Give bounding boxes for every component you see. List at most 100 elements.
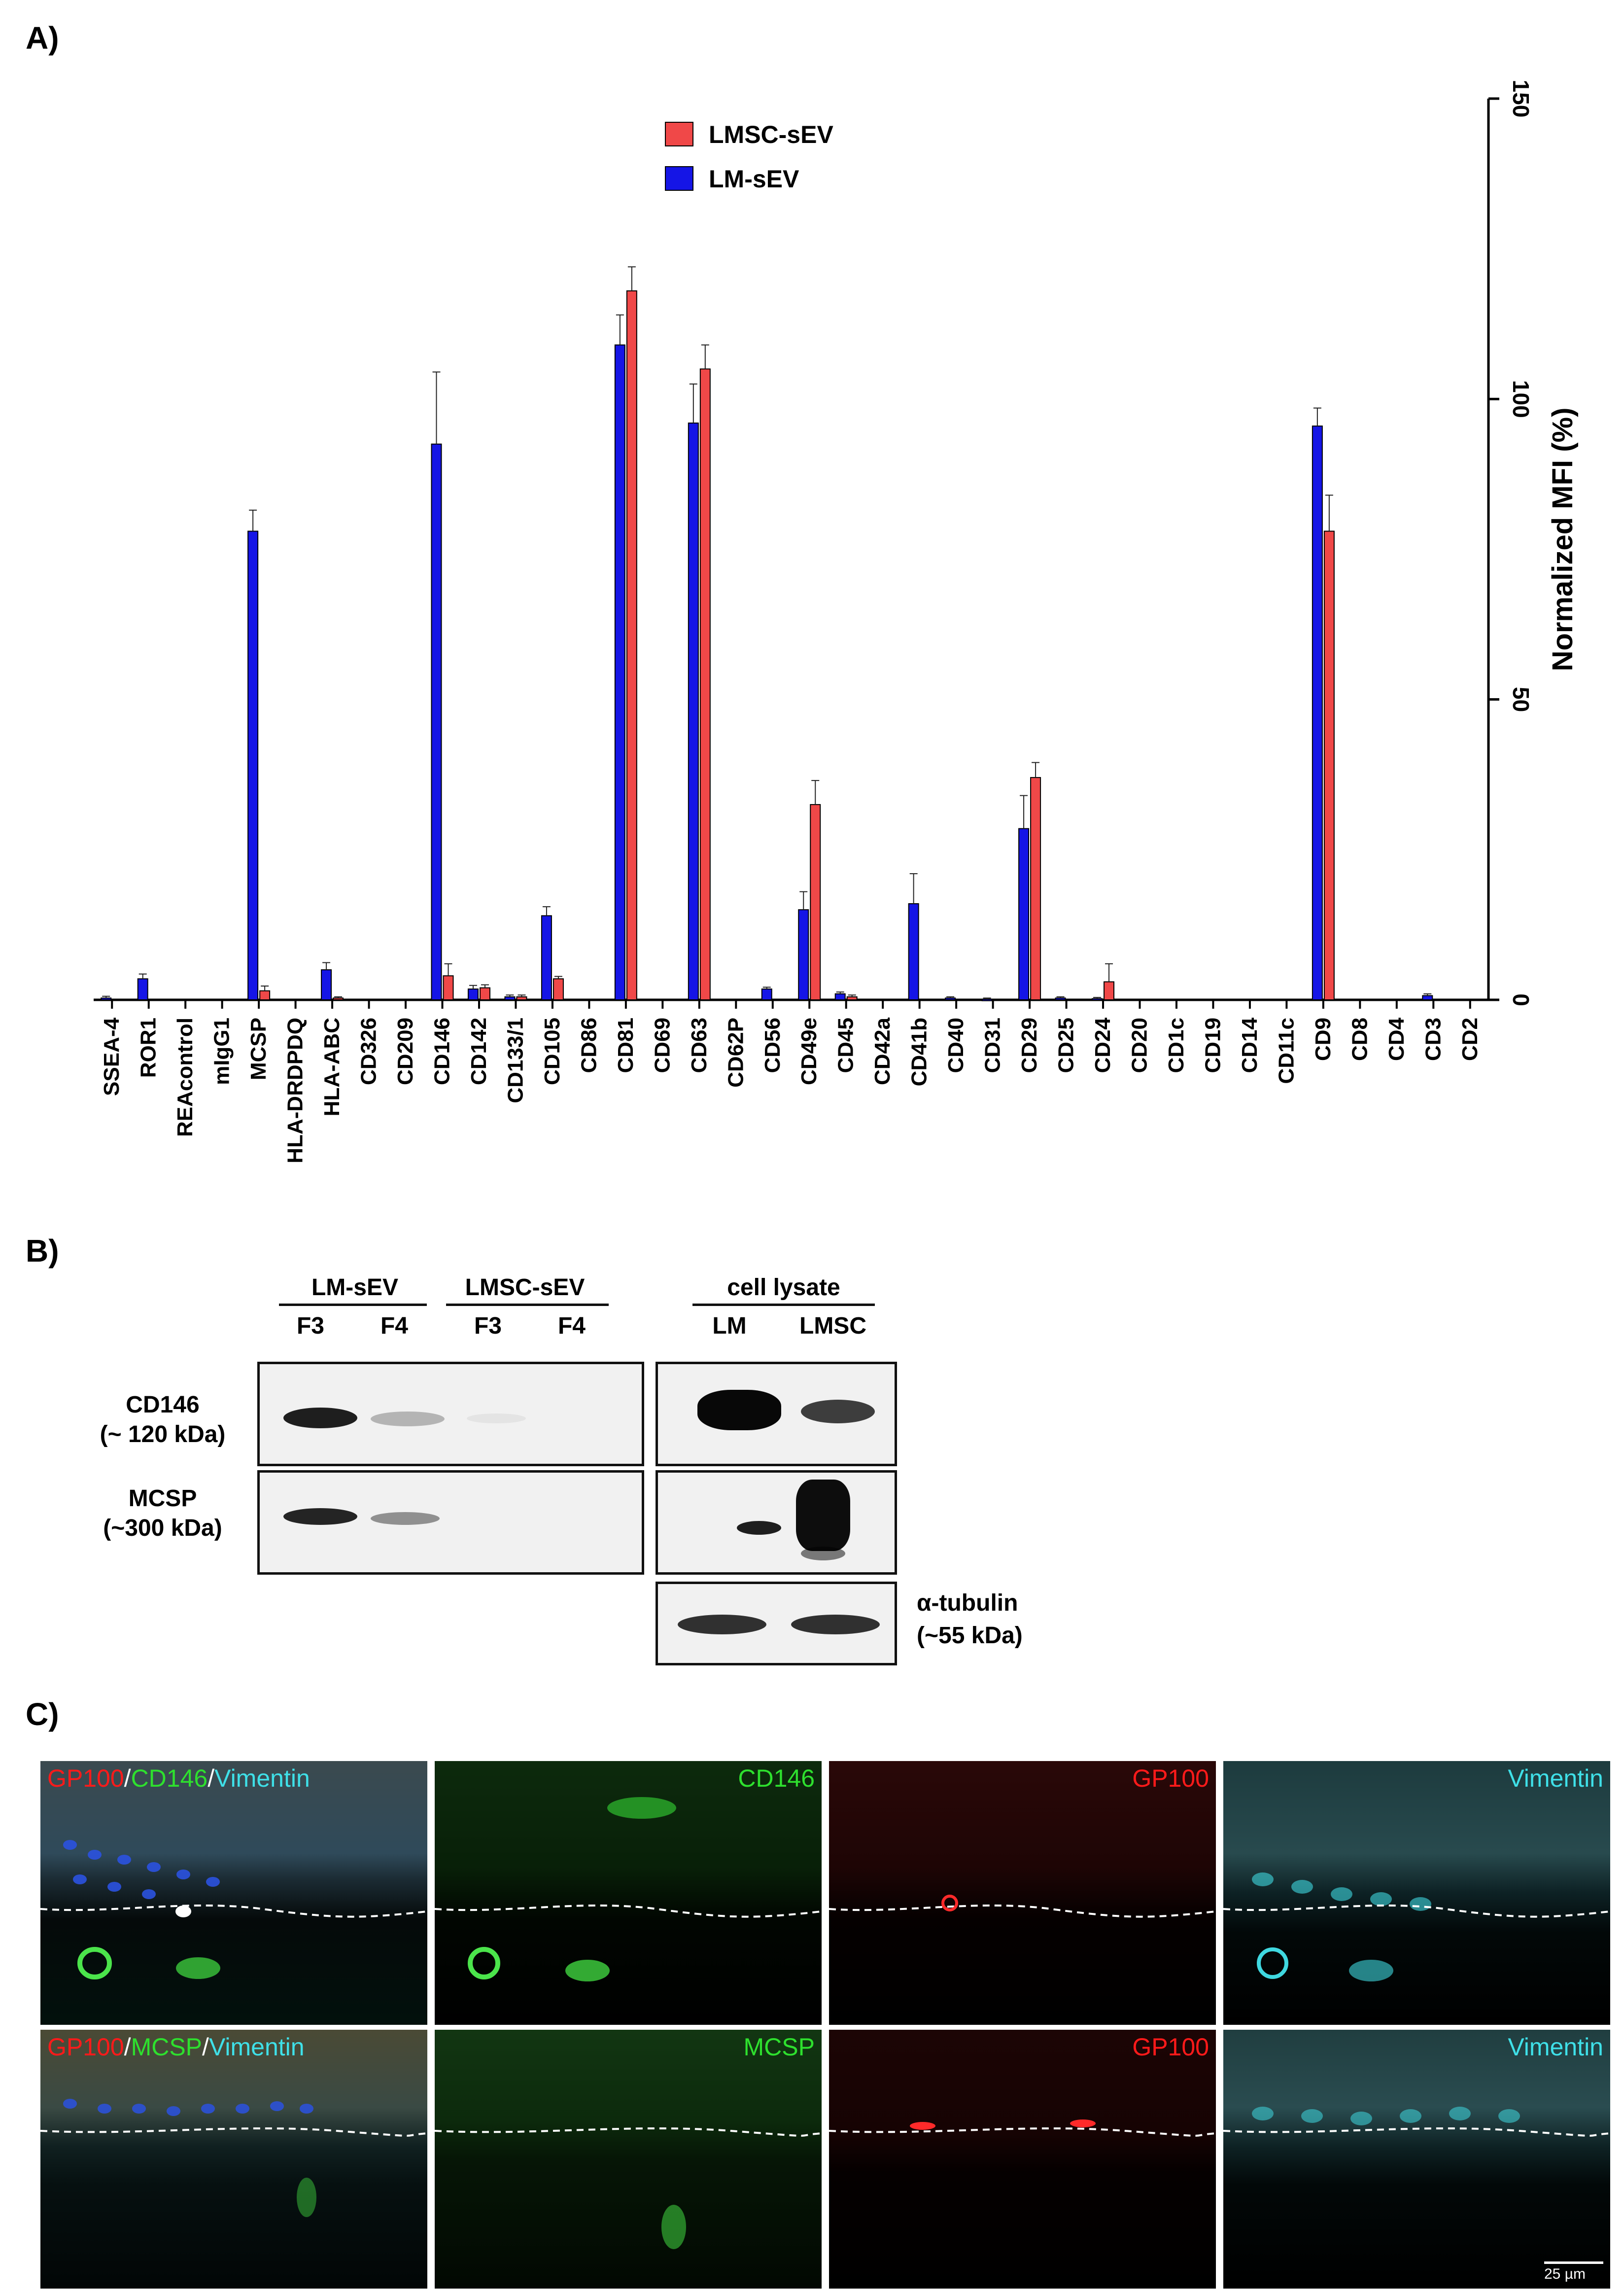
wb-row-size: (~ 120 kDa) [100,1421,226,1447]
micro-vimentin: Vimentin [1223,1761,1610,2025]
x-tick-label: CD8 [1348,1018,1372,1061]
blot-sev-cd146 [257,1362,644,1466]
legend-swatch-lm [665,166,693,191]
channel-title: CD146 [738,1765,815,1792]
wb-group-line [446,1304,609,1306]
blot-lysate-mcsp [656,1470,897,1575]
y-axis-label: Normalized MFI (%) [1547,408,1579,671]
bar [810,804,821,1001]
bar [467,988,479,1000]
micro-merge-mcsp: GP100/MCSP/Vimentin [40,2030,427,2289]
wb-row-name: CD146 [126,1392,200,1418]
merge-title: GP100/CD146/Vimentin [47,1765,310,1792]
x-tick-label: CD142 [467,1018,491,1085]
bar [1092,998,1103,1001]
bar [945,997,956,1000]
micro-vimentin-2: Vimentin 25 µm [1223,2030,1610,2289]
x-tick-label: CD24 [1091,1017,1115,1073]
wb-group-lmsc-sev: LMSC-sEV [465,1274,585,1301]
x-tick-label: CD56 [760,1018,785,1073]
micro-mcsp: MCSP [435,2030,822,2289]
micro-gp100: GP100 [829,1761,1216,2025]
panel-label-a: A) [26,20,59,56]
blot-lysate-cd146 [656,1362,897,1466]
bar [479,987,490,1001]
wb-group-line [279,1304,427,1306]
bar [1104,981,1115,1000]
y-tick-label: 50 [1508,687,1534,712]
bar [137,978,148,1001]
x-tick-label: SSEA-4 [100,1017,124,1095]
x-tick-label: CD326 [357,1018,381,1085]
bar [798,909,809,1000]
x-tick-label: CD1c [1164,1018,1188,1073]
micro-gp100-2: GP100 [829,2030,1216,2289]
x-tick-label: CD63 [687,1018,711,1073]
x-tick-label: MCSP [246,1018,271,1080]
x-tick-label: CD81 [614,1018,638,1073]
bar [981,998,993,1001]
x-tick-label: CD29 [1017,1018,1041,1073]
wb-group-lm-sev: LM-sEV [311,1274,398,1301]
channel-title: MCSP [743,2033,815,2061]
x-tick-label: REAcontrol [173,1018,197,1137]
y-tick-label: 0 [1508,993,1534,1006]
mfi-bar-chart: 0 50 100 150 Normalized MFI (%) SSEA-4 ROR1 REA… [94,80,1579,1164]
bar [259,990,271,1000]
bar [1018,828,1030,1001]
bar [541,915,552,1001]
x-tick-label: HLA-DRDPDQ [283,1018,308,1164]
bar [431,443,442,1001]
bar [761,988,772,1000]
x-tick-label: CD20 [1128,1018,1152,1073]
x-tick-label: CD9 [1311,1018,1335,1061]
bar [834,993,846,1001]
bar [101,997,112,1000]
legend-swatch-lmsc [665,122,693,146]
panel-label-b: B) [26,1233,59,1269]
x-tick-label: CD49e [797,1018,821,1085]
x-tick-label: HLA-ABC [320,1018,344,1116]
micro-merge-cd146: GP100/CD146/Vimentin [40,1761,427,2025]
x-tick-label: CD11c [1274,1018,1298,1084]
x-tick-label: CD133/1 [503,1018,527,1103]
bar [626,290,637,1000]
bar [333,997,344,1000]
bar [553,978,564,1001]
x-tick-label: CD42a [870,1017,895,1085]
wb-lane: F4 [557,1313,586,1339]
micro-cd146: CD146 [435,1761,822,2025]
x-tick-label: CD45 [834,1018,858,1073]
x-tick-label: CD41b [907,1018,932,1086]
x-tick-label: CD2 [1458,1018,1482,1061]
x-tick-label: CD209 [393,1018,417,1085]
x-tick-label: CD4 [1384,1017,1409,1061]
bar [1030,777,1041,1001]
x-tick-label: mIgG1 [210,1018,234,1085]
channel-title: Vimentin [1508,1765,1603,1792]
panel-label-c: C) [26,1696,59,1732]
bar [1323,530,1335,1000]
channel-title: GP100 [1132,1765,1209,1792]
x-tick-label: CD3 [1421,1018,1445,1061]
scale-bar: 25 µm [1544,2261,1603,2283]
x-tick-label: CD25 [1054,1018,1078,1073]
legend-label-lmsc: LMSC-sEV [709,121,833,148]
wb-lane: F3 [296,1313,324,1339]
x-tick-label: CD146 [430,1018,454,1085]
wb-group-line [692,1304,875,1306]
merge-title: GP100/MCSP/Vimentin [47,2033,305,2061]
bar [1055,997,1066,1000]
bar [1422,995,1433,1001]
bar [614,344,625,1000]
x-tick-label: CD86 [577,1018,601,1073]
y-tick-label: 100 [1508,380,1534,418]
bar [908,903,919,1000]
x-tick-label: ROR1 [137,1018,161,1078]
bar [247,530,259,1000]
wb-lane: LMSC [799,1313,866,1339]
bar [504,996,516,1000]
channel-title: GP100 [1132,2033,1209,2061]
x-tick-label: CD14 [1238,1017,1262,1073]
bar [688,423,699,1001]
